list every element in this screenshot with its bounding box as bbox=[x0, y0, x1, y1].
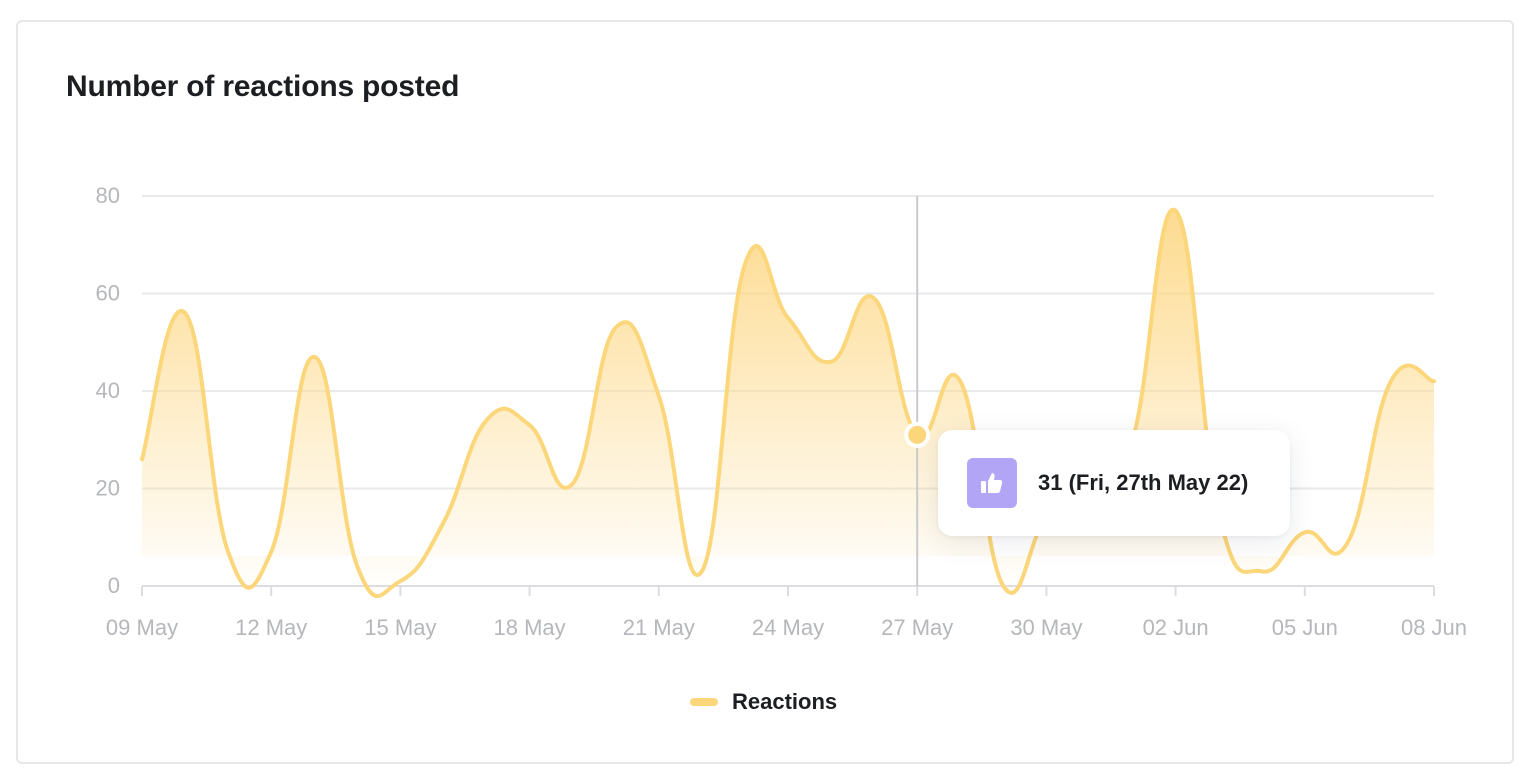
series-area-reactions bbox=[142, 209, 1434, 597]
data-point[interactable] bbox=[610, 322, 622, 334]
x-tick-label: 08 Jun bbox=[1401, 615, 1467, 640]
x-tick-label: 24 May bbox=[752, 615, 824, 640]
data-point[interactable] bbox=[997, 580, 1009, 592]
x-tick-label: 15 May bbox=[364, 615, 436, 640]
y-axis-tick-labels: 0 20 40 60 80 bbox=[96, 183, 120, 598]
data-point[interactable] bbox=[351, 561, 363, 573]
series-line-reactions bbox=[140, 207, 1436, 598]
x-axis-ticks: 09 May 12 May 15 May 18 May 21 May 24 May 27 M… bbox=[106, 586, 1467, 640]
data-point[interactable] bbox=[437, 517, 449, 529]
legend-label-reactions: Reactions bbox=[732, 689, 838, 714]
chart-title: Number of reactions posted bbox=[66, 70, 460, 103]
highlighted-point[interactable] bbox=[904, 421, 931, 448]
data-point[interactable] bbox=[481, 414, 493, 426]
data-point[interactable] bbox=[524, 419, 536, 431]
data-point[interactable] bbox=[825, 356, 837, 368]
data-point[interactable] bbox=[1256, 565, 1268, 577]
data-point[interactable] bbox=[179, 307, 191, 319]
data-points bbox=[136, 205, 1440, 592]
data-point[interactable] bbox=[265, 546, 277, 558]
y-tick-label: 80 bbox=[96, 183, 120, 208]
data-point[interactable] bbox=[1428, 375, 1440, 387]
x-tick-label: 21 May bbox=[623, 615, 695, 640]
tooltip-value: 31 (Fri, 27th May 22) bbox=[1038, 470, 1249, 495]
series-line bbox=[140, 207, 1436, 598]
y-tick-label: 60 bbox=[96, 281, 120, 306]
y-tick-label: 0 bbox=[108, 573, 120, 598]
data-point[interactable] bbox=[308, 351, 320, 363]
data-point[interactable] bbox=[739, 258, 751, 270]
data-point[interactable] bbox=[1170, 205, 1182, 217]
data-point[interactable] bbox=[567, 478, 579, 490]
data-point[interactable] bbox=[136, 453, 148, 465]
y-tick-label: 40 bbox=[96, 378, 120, 403]
x-tick-label: 30 May bbox=[1010, 615, 1082, 640]
x-tick-label: 12 May bbox=[235, 615, 307, 640]
data-point[interactable] bbox=[696, 565, 708, 577]
x-tick-label: 18 May bbox=[494, 615, 566, 640]
x-tick-label: 02 Jun bbox=[1143, 615, 1209, 640]
legend-swatch bbox=[690, 698, 718, 706]
data-point[interactable] bbox=[1299, 526, 1311, 538]
x-tick-label: 05 Jun bbox=[1272, 615, 1338, 640]
series-area bbox=[142, 209, 1434, 597]
data-point[interactable] bbox=[868, 292, 880, 304]
data-point[interactable] bbox=[1385, 375, 1397, 387]
y-tick-label: 20 bbox=[96, 476, 120, 501]
thumbs-up-icon bbox=[967, 458, 1017, 508]
data-point[interactable] bbox=[954, 375, 966, 387]
x-tick-label: 09 May bbox=[106, 615, 178, 640]
data-point[interactable] bbox=[653, 390, 665, 402]
chart-tooltip: 31 (Fri, 27th May 22) bbox=[938, 430, 1290, 536]
x-tick-label: 27 May bbox=[881, 615, 953, 640]
data-point[interactable] bbox=[782, 312, 794, 324]
chart-legend[interactable]: Reactions bbox=[690, 688, 837, 716]
data-point[interactable] bbox=[222, 546, 234, 558]
data-point[interactable] bbox=[394, 575, 406, 587]
data-point[interactable] bbox=[1342, 536, 1354, 548]
